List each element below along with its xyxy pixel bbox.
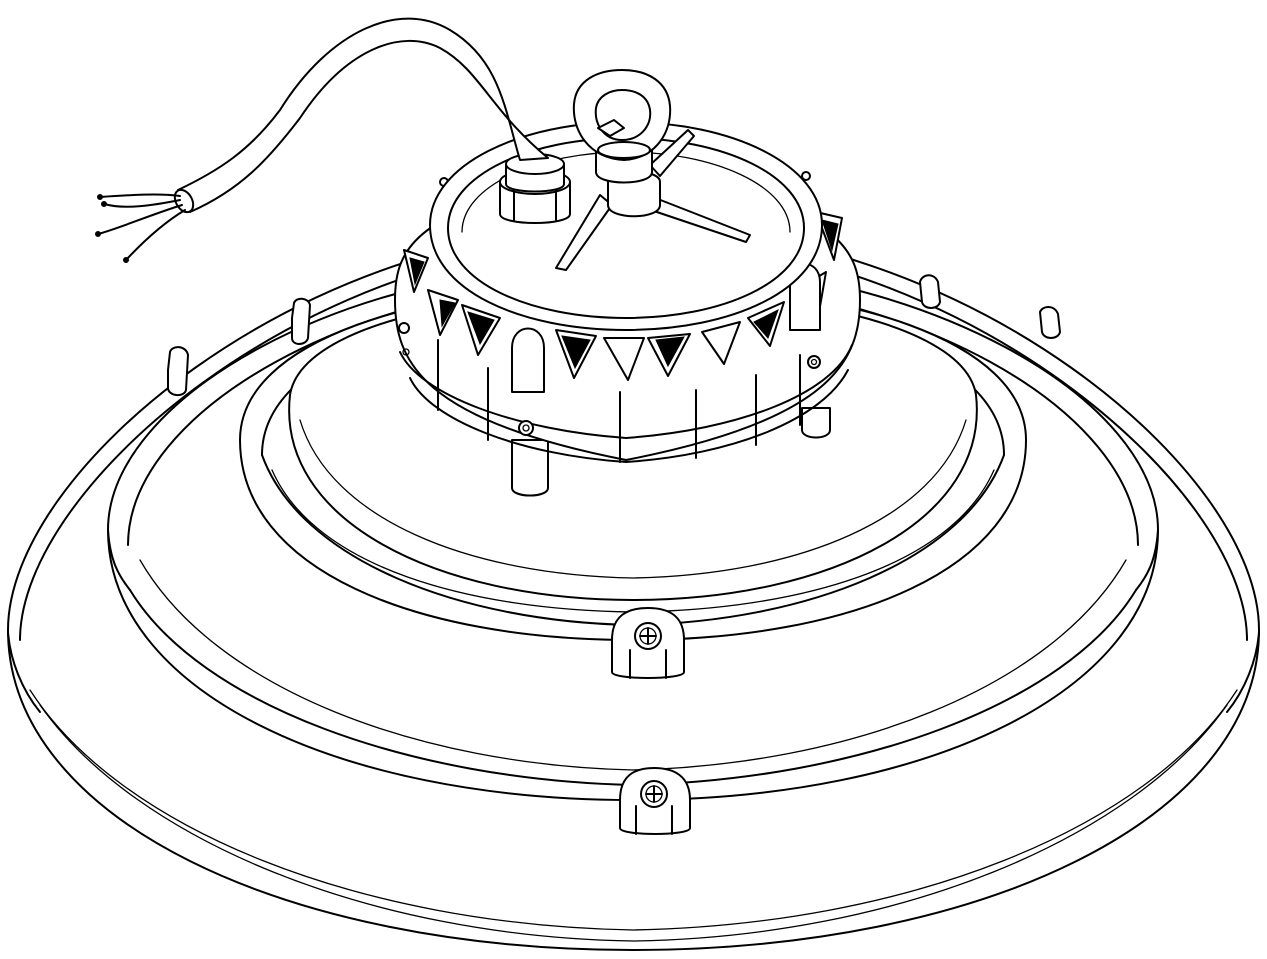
front-screw-boss-lower [619,767,691,835]
rim-clips [167,274,1061,396]
front-screw-boss-upper [611,607,685,679]
standoff-legs [511,407,831,497]
wire-leads [95,193,186,263]
cable-gland [499,153,571,224]
eye-bolt [572,69,672,184]
